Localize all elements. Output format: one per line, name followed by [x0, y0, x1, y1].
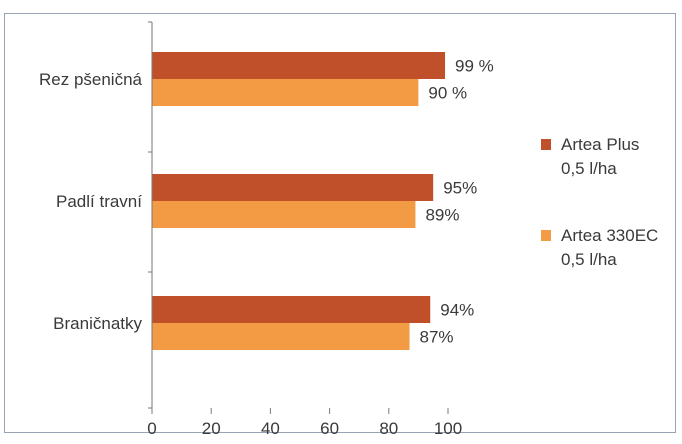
axes-group: 0 20 40 60 80 100: [147, 21, 462, 438]
data-label-artea-330ec-1: 89%: [425, 206, 459, 225]
data-label-artea-330ec-0: 90 %: [428, 84, 467, 103]
legend-label-artea-330ec-line-1: 0,5 l/ha: [561, 250, 617, 269]
bar-artea-330ec-1: [152, 201, 416, 228]
category-label-2: Braničnatky: [53, 314, 142, 333]
legend-label-artea-plus-line-0: Artea Plus: [561, 135, 639, 154]
legend-swatch-artea-plus: [541, 139, 551, 150]
bar-artea-plus-2: [152, 296, 431, 323]
bar-artea-330ec-2: [152, 323, 410, 350]
bar-artea-plus-0: [152, 52, 446, 79]
x-tick-label-2: 40: [261, 419, 280, 438]
bar-artea-plus-1: [152, 174, 434, 201]
legend-label-artea-plus-line-1: 0,5 l/ha: [561, 159, 617, 178]
category-labels-group: Rez pšeničná Padlí travní Braničnatky: [39, 70, 143, 333]
x-tick-label-3: 60: [320, 419, 339, 438]
legend: Artea Plus 0,5 l/ha Artea 330EC 0,5 l/ha: [541, 135, 658, 269]
legend-label-artea-330ec-line-0: Artea 330EC: [561, 226, 658, 245]
value-labels-group: 99 % 90 % 95% 89% 94% 87%: [420, 57, 494, 347]
bars-group: [152, 52, 446, 350]
category-label-0: Rez pšeničná: [39, 70, 143, 89]
x-tick-label-5: 100: [434, 419, 462, 438]
legend-swatch-artea-330ec: [541, 230, 551, 241]
x-tick-label-0: 0: [147, 419, 156, 438]
data-label-artea-plus-2: 94%: [440, 301, 474, 320]
data-label-artea-plus-1: 95%: [443, 179, 477, 198]
data-label-artea-330ec-2: 87%: [420, 328, 454, 347]
x-tick-label-4: 80: [379, 419, 398, 438]
data-label-artea-plus-0: 99 %: [455, 57, 494, 76]
bar-artea-330ec-0: [152, 79, 419, 106]
x-tick-label-1: 20: [202, 419, 221, 438]
category-label-1: Padlí travní: [56, 192, 142, 211]
